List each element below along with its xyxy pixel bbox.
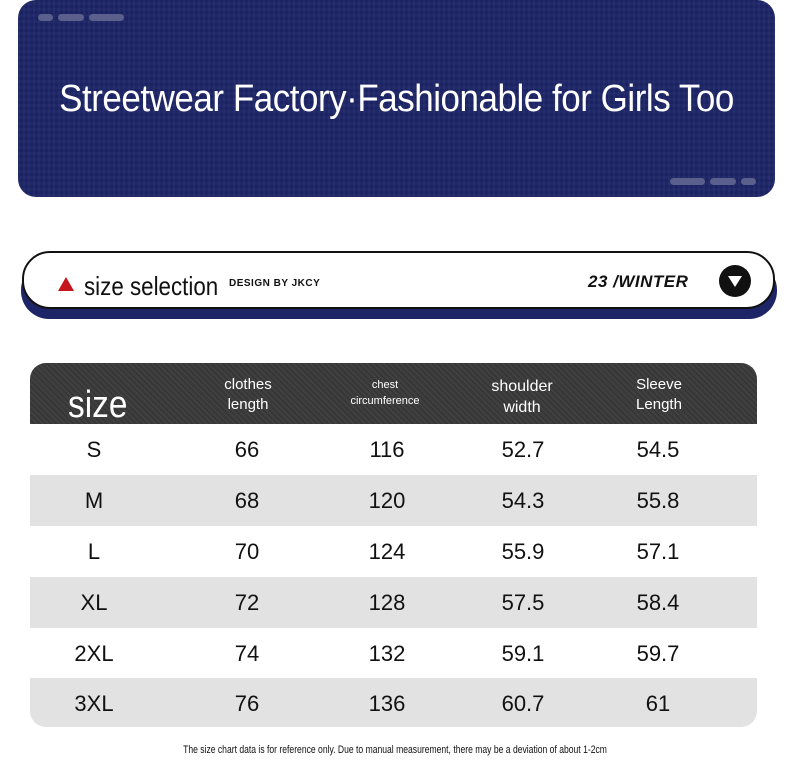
header-size: size (68, 384, 128, 426)
table-row: 3XL 76 136 60.7 61 (30, 678, 757, 727)
table-row: XL 72 128 57.5 58.4 (30, 577, 757, 628)
shoulder-cell: 52.7 (501, 437, 545, 462)
clothes-length-cell: 76 (234, 691, 260, 716)
chest-cell: 120 (368, 488, 406, 513)
sleeve-cell: 55.8 (636, 488, 680, 513)
size-selection-label: size selection (84, 271, 219, 301)
shoulder-cell: 55.9 (501, 539, 545, 564)
season-label: 23 /WINTER (588, 272, 689, 291)
size-cell: XL (80, 590, 108, 615)
triangle-up-icon (58, 277, 74, 291)
decorative-dots-top (38, 14, 124, 21)
size-selection-bar: size selection DESIGN BY JKCY 23 /WINTER (22, 251, 775, 309)
shoulder-cell: 60.7 (501, 691, 545, 716)
header-shoulder-width: shoulder width (491, 378, 553, 417)
header-banner: Streetwear Factory·Fashionable for Girls… (18, 0, 775, 197)
chest-cell: 124 (368, 539, 406, 564)
clothes-length-cell: 70 (234, 539, 260, 564)
decorative-dots-bottom (670, 178, 756, 185)
size-chart-table: size clothes length chest circumference … (30, 363, 757, 727)
size-cell: 3XL (74, 691, 114, 716)
header-sleeve-length: Sleeve Length (636, 376, 682, 413)
size-cell: 2XL (74, 641, 114, 666)
sleeve-cell: 57.1 (636, 539, 680, 564)
chest-cell: 136 (368, 691, 406, 716)
sleeve-cell: 54.5 (636, 437, 680, 462)
header-chest-circumference: chest circumference (350, 379, 420, 408)
sleeve-cell: 58.4 (636, 590, 680, 615)
chest-cell: 116 (369, 437, 405, 462)
size-cell: S (86, 437, 102, 462)
footnote: The size chart data is for reference onl… (183, 744, 607, 756)
header-clothes-length: clothes length (224, 376, 272, 413)
shoulder-cell: 59.1 (501, 641, 545, 666)
table-row: L 70 124 55.9 57.1 (30, 526, 757, 577)
sleeve-cell: 61 (645, 691, 671, 716)
banner-title: Streetwear Factory·Fashionable for Girls… (59, 78, 734, 120)
triangle-down-icon (728, 276, 742, 287)
sleeve-cell: 59.7 (636, 641, 680, 666)
table-row: 2XL 74 132 59.1 59.7 (30, 628, 757, 679)
clothes-length-cell: 72 (234, 590, 260, 615)
design-credit: DESIGN BY JKCY (229, 278, 321, 289)
size-cell: M (84, 488, 104, 513)
clothes-length-cell: 66 (234, 437, 260, 462)
clothes-length-cell: 68 (234, 488, 260, 513)
dropdown-button[interactable] (719, 265, 751, 297)
clothes-length-cell: 74 (234, 641, 260, 666)
size-cell: L (87, 539, 101, 564)
chest-cell: 128 (368, 590, 406, 615)
table-row: M 68 120 54.3 55.8 (30, 475, 757, 526)
chest-cell: 132 (368, 641, 406, 666)
shoulder-cell: 54.3 (501, 488, 545, 513)
shoulder-cell: 57.5 (501, 590, 545, 615)
table-row: S 66 116 52.7 54.5 (30, 424, 757, 475)
table-header: size clothes length chest circumference … (30, 363, 757, 426)
